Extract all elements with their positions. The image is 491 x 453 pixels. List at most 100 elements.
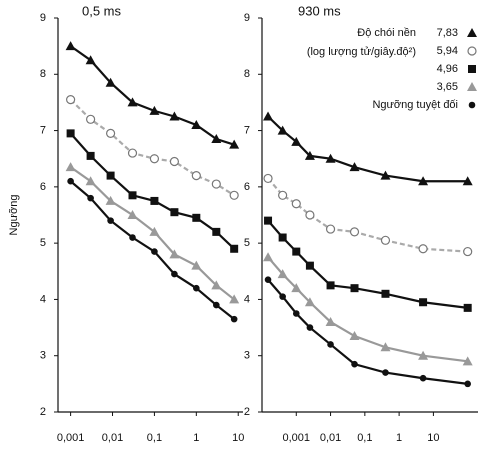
y-axis-label: Ngưỡng (8, 195, 20, 236)
marker (170, 208, 179, 217)
series-line (267, 115, 468, 183)
marker (212, 227, 221, 236)
marker (463, 246, 473, 257)
marker (279, 293, 286, 300)
marker (381, 289, 390, 298)
marker (213, 301, 220, 309)
x-tick-label: 1 (396, 432, 402, 444)
marker (149, 154, 160, 164)
marker (263, 173, 273, 184)
marker (169, 111, 180, 121)
marker (264, 276, 272, 284)
marker (277, 125, 288, 135)
marker (191, 171, 201, 181)
x-tick-label: 0,1 (147, 432, 162, 444)
marker (464, 380, 471, 388)
marker (86, 151, 95, 160)
marker (462, 176, 473, 186)
y-tick-label: 8 (40, 68, 46, 80)
y-tick-label: 2 (40, 406, 46, 418)
y-tick-label: 6 (40, 181, 46, 193)
marker (305, 210, 315, 220)
marker (325, 224, 336, 234)
marker (169, 156, 180, 167)
series-line (267, 256, 468, 363)
marker (463, 303, 472, 312)
marker (191, 119, 202, 129)
marker (264, 216, 273, 225)
marker (105, 77, 116, 87)
marker (263, 252, 274, 262)
marker (191, 260, 202, 270)
x-tick-label: 10 (232, 432, 244, 444)
marker (419, 374, 427, 382)
legend-label: 4,96 (437, 63, 458, 75)
y-tick-label: 2 (244, 406, 250, 418)
chart-title: 930 ms (298, 3, 341, 18)
x-tick-label: 10 (427, 432, 439, 444)
marker (149, 105, 160, 115)
series-line (69, 45, 235, 146)
marker (278, 190, 288, 200)
y-tick-label: 3 (40, 350, 46, 362)
marker (305, 261, 314, 270)
legend-marker (468, 101, 476, 109)
marker (127, 148, 138, 158)
marker (66, 129, 75, 138)
marker (229, 294, 240, 304)
marker (230, 315, 238, 323)
marker (349, 331, 360, 341)
marker (418, 350, 429, 360)
marker (380, 170, 391, 180)
marker (229, 190, 239, 200)
marker (106, 171, 115, 180)
marker (325, 153, 336, 163)
series-line (267, 177, 468, 253)
marker (349, 162, 360, 172)
marker (169, 249, 180, 259)
marker (418, 244, 428, 254)
marker (193, 284, 200, 292)
marker (306, 324, 314, 331)
marker (107, 217, 114, 224)
legend-title: Độ chói nền (357, 27, 416, 39)
x-tick-label: 0,01 (320, 432, 341, 444)
y-tick-label: 4 (244, 293, 250, 305)
x-tick-label: 0,001 (57, 432, 85, 444)
marker (129, 234, 136, 241)
y-tick-label: 5 (40, 237, 46, 249)
series-line (267, 219, 468, 309)
marker (87, 194, 94, 202)
y-tick-label: 7 (244, 124, 250, 136)
marker (292, 310, 300, 317)
marker (291, 199, 301, 209)
legend-label: Ngưỡng tuyệt đối (372, 99, 458, 111)
marker (291, 283, 302, 293)
marker (86, 114, 96, 124)
y-tick-label: 6 (244, 181, 250, 193)
marker (211, 134, 222, 144)
marker (149, 226, 160, 236)
marker (85, 55, 96, 65)
legend-label: 7,83 (437, 27, 458, 39)
marker (105, 128, 116, 138)
marker (349, 227, 360, 237)
marker (192, 213, 201, 222)
marker (351, 360, 358, 368)
marker (211, 179, 221, 189)
marker (151, 248, 158, 255)
marker (171, 270, 178, 278)
y-tick-label: 8 (244, 68, 250, 80)
marker (380, 235, 391, 245)
y-tick-label: 9 (244, 12, 250, 24)
marker (65, 41, 76, 51)
legend-label: 3,65 (437, 81, 458, 93)
x-tick-label: 0,01 (102, 432, 123, 444)
legend-label: 5,94 (437, 45, 458, 57)
legend-marker (467, 46, 477, 56)
marker (418, 176, 429, 186)
chart-title: 0,5 ms (82, 3, 122, 18)
marker (150, 196, 159, 205)
legend-marker (468, 65, 476, 73)
